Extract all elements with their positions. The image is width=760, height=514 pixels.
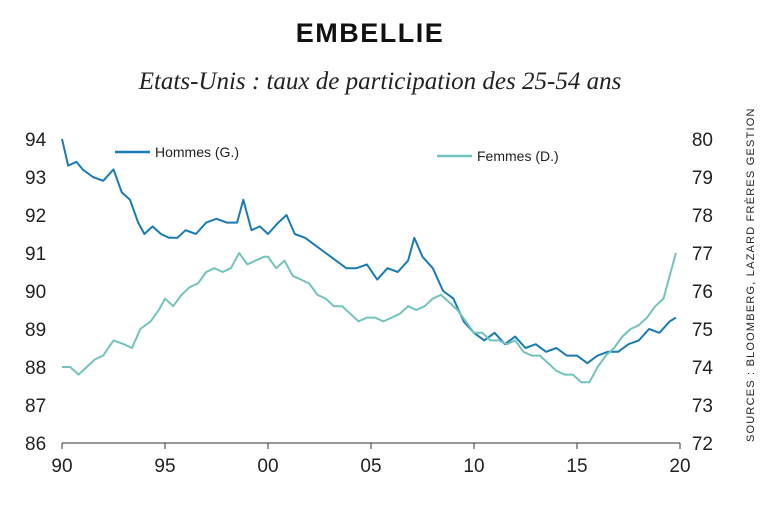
series-line-femmes [62, 252, 677, 384]
y-left-tick-label: 94 [25, 130, 47, 151]
y-left-tick-label: 93 [25, 168, 46, 189]
y-left-tick-label: 91 [25, 244, 46, 265]
legend-label-femmes: Femmes (D.) [477, 148, 559, 164]
y-right-tick-label: 76 [692, 282, 713, 303]
y-right-tick-label: 79 [692, 168, 713, 189]
x-tick-label: 00 [257, 456, 278, 477]
y-right-tick-label: 72 [692, 434, 713, 455]
series-line-hommes [61, 138, 677, 365]
y-left-tick-label: 89 [25, 320, 46, 341]
x-tick-label: 10 [463, 456, 484, 477]
y-left-tick-label: 87 [25, 396, 46, 417]
y-right-tick-label: 73 [692, 396, 713, 417]
x-tick-label: 20 [669, 456, 690, 477]
chart-title: EMBELLIE [295, 18, 445, 48]
x-tick-label: 15 [566, 456, 587, 477]
y-right-tick-label: 74 [692, 358, 714, 379]
y-left-tick-label: 88 [25, 358, 46, 379]
y-left-tick-label: 90 [25, 282, 46, 303]
y-left-tick-label: 86 [25, 434, 46, 455]
x-tick-label: 90 [51, 456, 72, 477]
x-tick-label: 05 [360, 456, 381, 477]
x-tick-label: 95 [154, 456, 175, 477]
y-right-tick-label: 77 [692, 244, 713, 265]
legend-label-hommes: Hommes (G.) [155, 144, 239, 160]
y-right-tick-label: 80 [692, 130, 713, 151]
y-right-tick-label: 75 [692, 320, 713, 341]
y-right-tick-label: 78 [692, 206, 713, 227]
chart-subtitle: Etats-Unis : taux de participation des 2… [138, 68, 622, 95]
y-left-tick-label: 92 [25, 206, 46, 227]
